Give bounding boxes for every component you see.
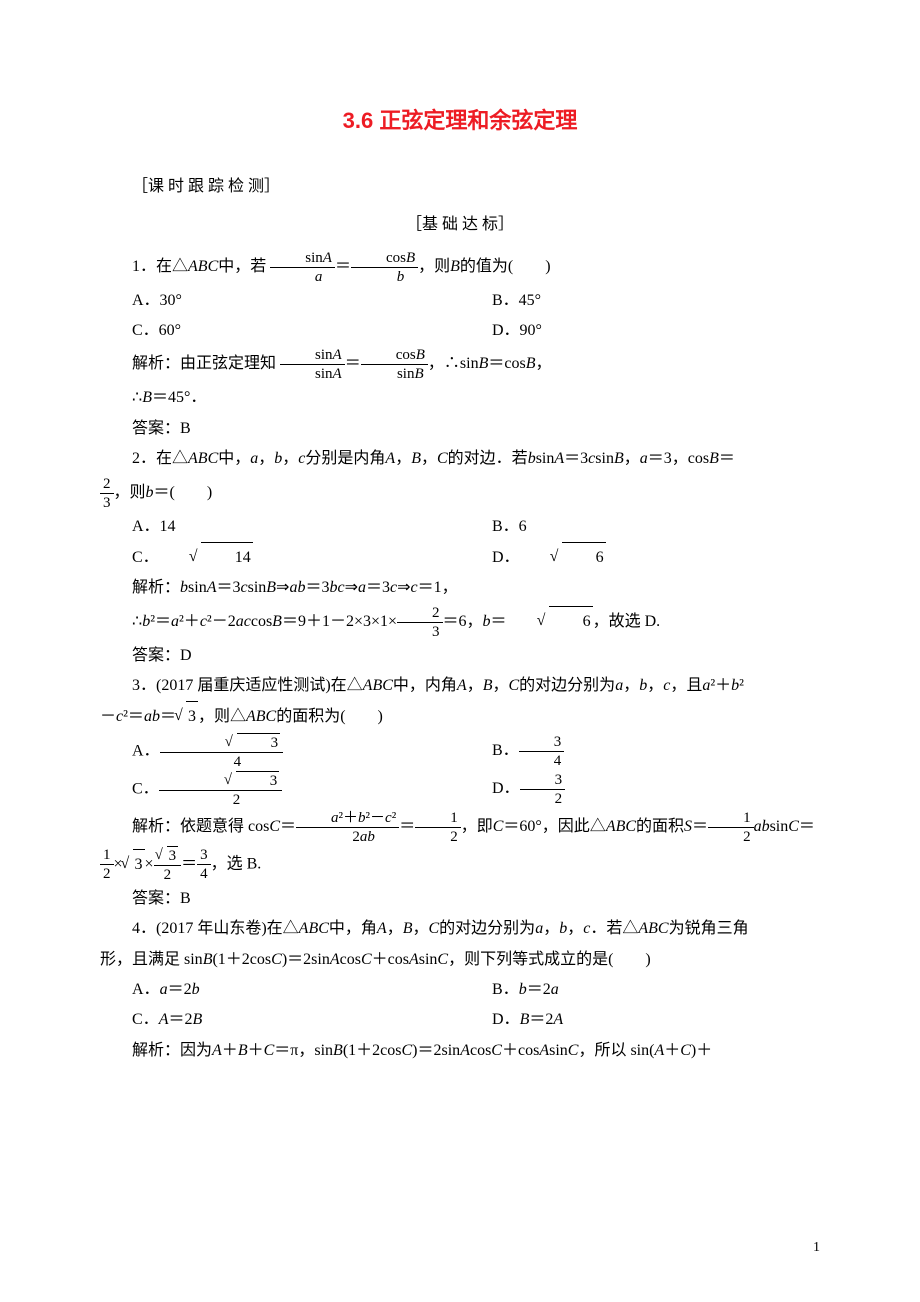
- section-label: ［课 时 跟 踪 检 测］: [100, 172, 820, 202]
- q2-options-ab: A．14 B．6: [100, 512, 820, 542]
- q4-opt-d: D．B＝2A: [460, 1005, 820, 1035]
- q1-answer: 答案：B: [100, 414, 820, 444]
- q2-opt-b: B．6: [460, 512, 820, 542]
- q2-options-cd: C．14 D．6: [100, 542, 820, 573]
- page-number: 1: [813, 1235, 820, 1262]
- q2-stem-line2: 23，则b＝( ): [100, 475, 820, 512]
- page-title: 3.6 正弦定理和余弦定理: [100, 100, 820, 142]
- q3-stem-line2: －c²＝ab＝3，则△ABC的面积为( ): [100, 701, 820, 732]
- q1-opt-d: D．90°: [460, 316, 820, 346]
- q4-stem-line2: 形，且满足 sinB(1＋2cosC)＝2sinAcosC＋cosAsinC，则…: [100, 945, 820, 975]
- q1-stem: 1．在△ABC中，若 sinAa＝cosBb，则B的值为( ): [100, 249, 820, 286]
- fraction: sinAa: [270, 249, 335, 286]
- q4-options-ab: A．a＝2b B．b＝2a: [100, 975, 820, 1005]
- q3-opt-a: A．34: [100, 733, 460, 771]
- q1-opt-b: B．45°: [460, 286, 820, 316]
- q2-expl-line2: ∴b²＝a²＋c²－2accosB＝9＋1－2×3×1×23＝6，b＝6，故选 …: [100, 604, 820, 641]
- q4-options-cd: C．A＝2B D．B＝2A: [100, 1005, 820, 1035]
- q1-options-ab: A．30° B．45°: [100, 286, 820, 316]
- fraction: cosBb: [351, 249, 418, 286]
- q3-options-ab: A．34 B．34: [100, 733, 820, 771]
- q3-expl-line2: 12×3×32＝34，选 B.: [100, 846, 820, 884]
- q3-opt-c: C．32: [100, 771, 460, 809]
- q1-expl-line2: ∴B＝45°．: [100, 383, 820, 413]
- q3-stem: 3．(2017 届重庆适应性测试)在△ABC中，内角A，B，C的对边分别为a，b…: [100, 671, 820, 701]
- q4-explanation: 解析：因为A＋B＋C＝π，sinB(1＋2cosC)＝2sinAcosC＋cos…: [100, 1036, 820, 1066]
- q4-opt-b: B．b＝2a: [460, 975, 820, 1005]
- q2-opt-d: D．6: [460, 542, 820, 573]
- q2-explanation: 解析：bsinA＝3csinB⇒ab＝3bc⇒a＝3c⇒c＝1，: [100, 573, 820, 603]
- sub-label: ［基 础 达 标］: [100, 210, 820, 240]
- q1-opt-c: C．60°: [100, 316, 460, 346]
- q1-explanation: 解析：由正弦定理知 sinAsinA＝cosBsinB，∴sinB＝cosB，: [100, 346, 820, 383]
- q4-opt-a: A．a＝2b: [100, 975, 460, 1005]
- q1-opt-a: A．30°: [100, 286, 460, 316]
- q2-stem: 2．在△ABC中，a，b，c分别是内角A，B，C的对边．若bsinA＝3csin…: [100, 444, 820, 474]
- q3-opt-d: D．32: [460, 771, 820, 809]
- q4-opt-c: C．A＝2B: [100, 1005, 460, 1035]
- q2-opt-c: C．14: [100, 542, 460, 573]
- q4-stem: 4．(2017 年山东卷)在△ABC中，角A，B，C的对边分别为a，b，c．若△…: [100, 914, 820, 944]
- q3-opt-b: B．34: [460, 733, 820, 771]
- q3-explanation: 解析：依题意得 cosC＝a²＋b²－c²2ab＝12，即C＝60°，因此△AB…: [100, 809, 820, 846]
- q2-opt-a: A．14: [100, 512, 460, 542]
- q3-answer: 答案：B: [100, 884, 820, 914]
- q2-answer: 答案：D: [100, 641, 820, 671]
- q3-options-cd: C．32 D．32: [100, 771, 820, 809]
- q1-options-cd: C．60° D．90°: [100, 316, 820, 346]
